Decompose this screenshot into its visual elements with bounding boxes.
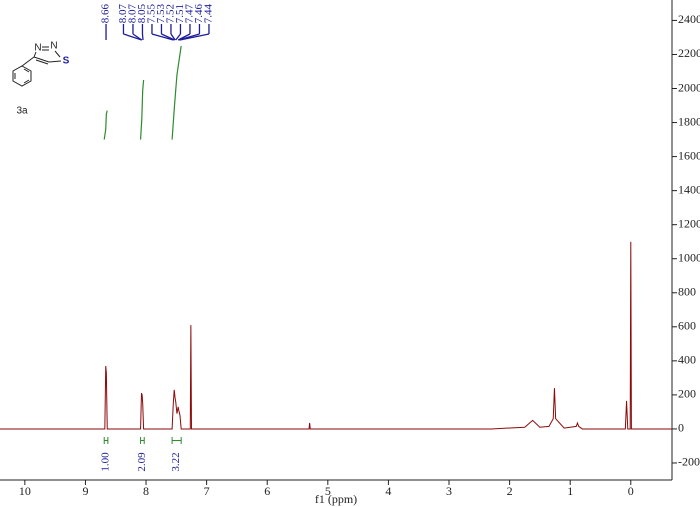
- y-tick-label: 600: [678, 319, 696, 333]
- x-tick-label: 4: [385, 484, 391, 498]
- y-tick-label: 1400: [678, 182, 700, 196]
- bond: [23, 79, 30, 84]
- spectrum-line: [0, 241, 672, 430]
- structure: [12, 46, 62, 87]
- peak-label: 7.44: [202, 4, 214, 24]
- integral-label: 3.22: [170, 452, 182, 471]
- y-tick-label: 800: [678, 285, 696, 299]
- peak-pointer: [132, 24, 143, 41]
- bond: [35, 59, 49, 65]
- y-tick-label: 1000: [678, 250, 700, 264]
- peak-label: 8.05: [136, 4, 148, 24]
- y-tick-label: 0: [678, 421, 684, 435]
- y-tick-label: 1600: [678, 148, 700, 162]
- integral-bracket: [171, 437, 182, 444]
- atom: N: [34, 43, 41, 54]
- y-tick-label: 1800: [678, 114, 700, 128]
- peak-pointer: [141, 24, 144, 41]
- y-tick-label: 400: [678, 353, 696, 367]
- benzene-ring: [12, 65, 32, 87]
- x-tick-label: 10: [19, 484, 31, 498]
- y-tick-label: 1200: [678, 216, 700, 230]
- peak-pointer: [160, 24, 175, 41]
- peak-label: 7.47: [183, 4, 195, 24]
- x-tick-label: 8: [143, 484, 149, 498]
- integral-bracket: [140, 437, 145, 444]
- bond: [33, 56, 50, 63]
- peak-label: 7.53: [155, 4, 167, 24]
- integral-label: 2.09: [136, 452, 148, 472]
- peak-label: 7.46: [193, 4, 205, 24]
- x-tick-label: 6: [264, 484, 270, 498]
- y-tick-label: 2400: [678, 12, 700, 26]
- x-tick-label: 9: [82, 484, 88, 498]
- integral-label: 1.00: [100, 452, 112, 472]
- peak-pointer: [151, 24, 174, 41]
- y-tick-label: 2000: [678, 80, 700, 94]
- x-tick-label: 2: [507, 484, 513, 498]
- y-tick-label: 2200: [678, 46, 700, 60]
- integral-bracket: [103, 437, 109, 444]
- peak-pointer: [170, 24, 176, 41]
- peak-label: 7.52: [164, 4, 176, 23]
- peak-label: 8.07: [126, 4, 138, 24]
- integral-curve: [103, 110, 108, 140]
- x-tick-label: 5: [325, 484, 331, 498]
- x-axis-label: f1 (ppm): [315, 492, 357, 506]
- peak-pointer: [175, 24, 182, 41]
- x-tick-label: 3: [446, 484, 452, 498]
- compound-label: 3a: [16, 106, 28, 117]
- y-tick-label: -200: [678, 455, 700, 469]
- peak-label: 8.07: [117, 4, 129, 24]
- peak-label: 7.51: [174, 4, 186, 23]
- atom: N: [50, 41, 57, 52]
- x-tick-label: 1: [567, 484, 573, 498]
- peak-pointer: [122, 24, 142, 41]
- integral-curve: [139, 79, 145, 140]
- bond: [21, 56, 35, 67]
- peak-label: 8.66: [100, 4, 112, 24]
- bond: [54, 50, 61, 58]
- peak-pointer: [179, 24, 210, 41]
- y-tick-label: 200: [678, 387, 696, 401]
- integral-curve: [171, 45, 182, 140]
- x-tick-label: 7: [204, 484, 210, 498]
- peak-label: 7.55: [145, 4, 157, 24]
- atom: S: [63, 56, 70, 67]
- bond: [23, 68, 30, 73]
- x-tick-label: 0: [628, 484, 634, 498]
- bond: [48, 60, 62, 63]
- bond: [33, 51, 37, 58]
